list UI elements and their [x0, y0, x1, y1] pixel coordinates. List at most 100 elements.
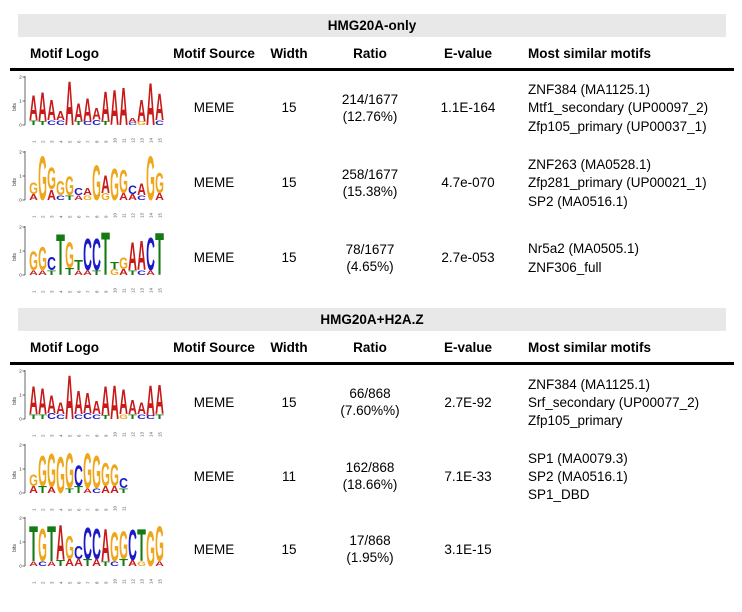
ratio-percent: (7.60%%) — [340, 403, 400, 418]
svg-text:C: C — [83, 412, 92, 421]
svg-text:1: 1 — [32, 215, 37, 218]
svg-text:G: G — [119, 253, 128, 272]
svg-text:6: 6 — [77, 140, 82, 143]
svg-text:A: A — [74, 558, 83, 569]
motif-logo-cell: 2 1 0 bits T A 1 G C 2 T A 3 A T 4 G A 5 C A 6 C T 7 C A 8 A T 9 G C 10 G T… — [10, 514, 168, 586]
svg-text:2: 2 — [41, 290, 46, 293]
svg-text:bits: bits — [12, 397, 18, 405]
svg-text:15: 15 — [158, 137, 163, 143]
svg-text:A: A — [155, 86, 164, 129]
svg-text:7: 7 — [86, 581, 91, 584]
table-row: 2 1 0 bits G A 1 G T 2 G A 3 G 4 G T 5 C T 6 G A 7 G C 8 G A 9 G A 10 C T 1… — [10, 441, 734, 511]
svg-text:A: A — [38, 83, 47, 130]
svg-text:T: T — [119, 488, 128, 495]
svg-text:A: A — [146, 269, 155, 276]
svg-text:0: 0 — [19, 564, 22, 569]
svg-text:1: 1 — [19, 173, 22, 178]
header-motif-logo: Motif Logo — [30, 340, 99, 355]
svg-text:A: A — [29, 378, 38, 424]
svg-text:1: 1 — [32, 434, 37, 437]
ratio-count: 78/1677 — [345, 241, 395, 257]
svg-text:G: G — [110, 457, 119, 493]
svg-text:2: 2 — [41, 508, 46, 511]
width-cell: 15 — [281, 541, 297, 557]
svg-text:C: C — [146, 415, 155, 420]
ratio-percent: (15.38%) — [342, 183, 398, 199]
svg-text:3: 3 — [50, 290, 55, 293]
svg-text:A: A — [137, 179, 146, 198]
svg-text:C: C — [92, 488, 101, 495]
svg-text:2: 2 — [19, 443, 22, 448]
svg-text:14: 14 — [149, 212, 154, 218]
header-ratio: Ratio — [353, 46, 387, 61]
svg-text:11: 11 — [122, 287, 127, 292]
svg-text:15: 15 — [158, 431, 163, 437]
svg-text:9: 9 — [104, 508, 109, 511]
svg-text:G: G — [110, 267, 119, 276]
svg-text:9: 9 — [104, 140, 109, 143]
svg-text:G: G — [110, 159, 119, 209]
svg-text:14: 14 — [149, 431, 154, 437]
width-cell: 15 — [281, 100, 297, 116]
svg-text:2: 2 — [41, 140, 46, 143]
svg-text:G: G — [65, 171, 74, 200]
svg-text:3: 3 — [50, 215, 55, 218]
svg-text:A: A — [83, 488, 92, 495]
svg-text:2: 2 — [41, 581, 46, 584]
svg-text:A: A — [101, 485, 110, 496]
section-title: HMG20A+H2A.Z — [18, 308, 726, 331]
svg-text:C: C — [128, 122, 137, 126]
similar-motif: Nr5a2 (MA0505.1) — [528, 241, 640, 257]
svg-text:T: T — [101, 223, 110, 288]
svg-text:A: A — [101, 82, 110, 131]
svg-text:15: 15 — [158, 287, 163, 293]
svg-text:T: T — [83, 558, 92, 569]
motif-logo-cell: 2 1 0 bits G A 1 G T 2 G A 3 G 4 G T 5 C T 6 G A 7 G C 8 G A 9 G A 10 C T 1… — [10, 441, 168, 513]
svg-text:1: 1 — [32, 508, 37, 511]
svg-text:8: 8 — [95, 581, 100, 584]
svg-text:A: A — [128, 192, 137, 201]
svg-text:A: A — [119, 267, 128, 276]
table-row: 2 1 0 bits A T 1 A T 2 A C 3 A C 4 A 5 A T 6 A C 7 A C 8 A T 9 A 10 A 11 A… — [10, 71, 734, 146]
svg-text:G: G — [29, 246, 38, 275]
svg-text:10: 10 — [113, 578, 118, 584]
svg-text:A: A — [56, 399, 65, 418]
svg-text:C: C — [119, 475, 128, 492]
svg-text:4: 4 — [59, 434, 64, 437]
table-row: 2 1 0 bits G A 1 G A 2 C T 3 T 4 G T 5 T A 6 C A 7 C T 8 T 9 T G 10 G A 11… — [10, 221, 734, 296]
motif-source-cell: MEME — [193, 394, 235, 410]
svg-text:T: T — [92, 269, 101, 276]
svg-text:13: 13 — [140, 287, 145, 293]
svg-text:11: 11 — [122, 137, 127, 142]
motif-source-cell: MEME — [193, 250, 235, 266]
svg-text:A: A — [47, 186, 56, 203]
svg-text:10: 10 — [113, 505, 118, 511]
svg-text:C: C — [110, 561, 119, 568]
svg-text:A: A — [137, 399, 146, 418]
svg-text:A: A — [110, 376, 119, 430]
svg-text:6: 6 — [77, 508, 82, 511]
svg-text:1: 1 — [32, 290, 37, 293]
similar-motifs-cell: SP1 (MA0079.3) SP2 (MA0516.1) SP1_DBD — [514, 450, 734, 505]
svg-text:0: 0 — [19, 491, 22, 496]
similar-motif: ZNF384 (MA1125.1) — [528, 376, 651, 392]
similar-motif: SP2 (MA0516.1) — [528, 468, 628, 484]
svg-text:5: 5 — [68, 434, 73, 437]
svg-text:A: A — [47, 391, 56, 419]
svg-text:5: 5 — [68, 140, 73, 143]
ratio-percent: (18.66%) — [342, 477, 398, 492]
svg-text:A: A — [74, 269, 83, 276]
svg-text:T: T — [155, 414, 164, 421]
svg-text:T: T — [38, 485, 47, 496]
svg-text:8: 8 — [95, 290, 100, 293]
header-width: Width — [270, 46, 308, 61]
svg-text:T: T — [101, 415, 110, 420]
svg-text:G: G — [56, 448, 65, 505]
svg-text:C: C — [92, 118, 101, 126]
evalue-cell: 3.1E-15 — [444, 541, 492, 557]
svg-text:A: A — [47, 486, 56, 495]
svg-text:12: 12 — [131, 431, 136, 437]
table-row: 2 1 0 bits G A 1 G 2 G A 3 G C 4 G T 5 C A 6 A G 7 G 8 A G 9 G 10 G A 11 C… — [10, 146, 734, 221]
